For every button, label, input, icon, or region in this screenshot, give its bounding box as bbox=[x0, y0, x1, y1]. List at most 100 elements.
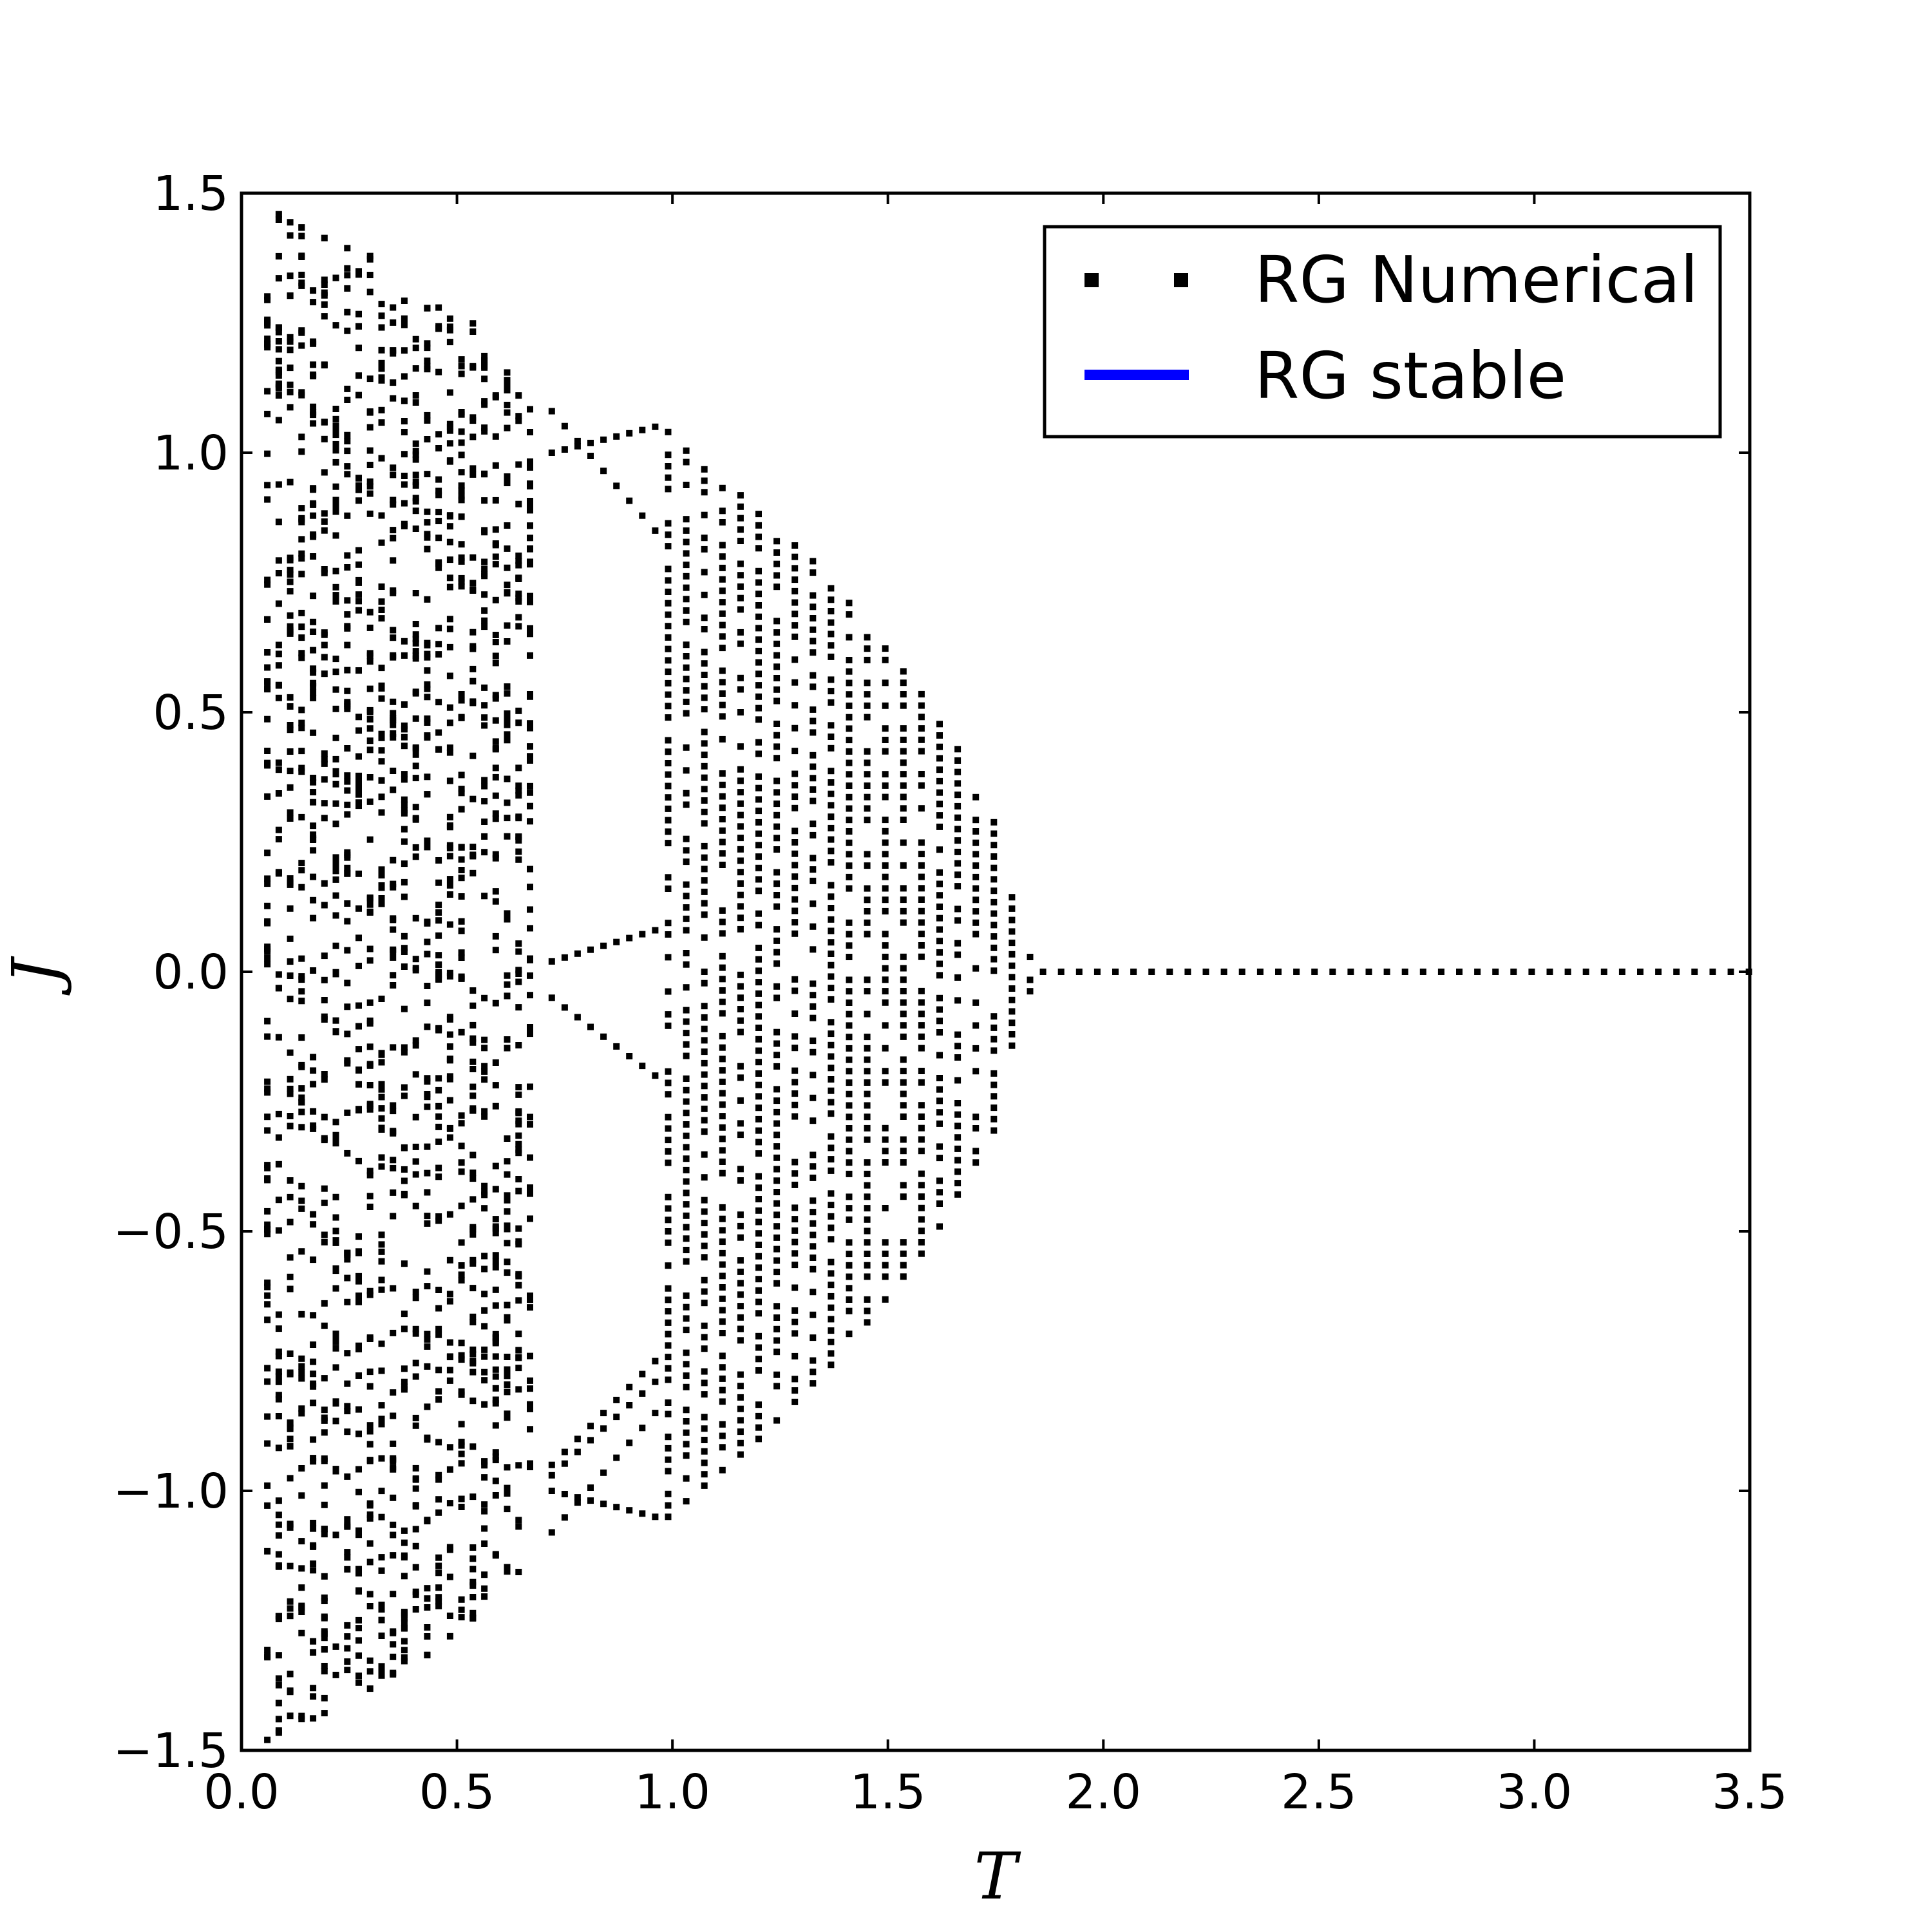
rg-numerical-point bbox=[412, 775, 419, 782]
rg-numerical-point bbox=[527, 757, 533, 764]
rg-numerical-point bbox=[828, 1099, 835, 1106]
rg-numerical-point bbox=[791, 1262, 799, 1269]
rg-numerical-point bbox=[515, 614, 522, 621]
rg-numerical-point bbox=[846, 1090, 853, 1097]
rg-numerical-point bbox=[972, 919, 980, 926]
rg-numerical-point bbox=[773, 1166, 781, 1173]
rg-numerical-point bbox=[918, 1068, 925, 1074]
rg-numerical-point bbox=[446, 1353, 453, 1360]
rg-numerical-point bbox=[719, 907, 726, 914]
rg-numerical-point bbox=[366, 490, 374, 497]
rg-numerical-point bbox=[321, 469, 328, 476]
rg-numerical-point bbox=[287, 1520, 294, 1528]
rg-numerical-point bbox=[401, 1383, 408, 1390]
rg-numerical-point bbox=[469, 1285, 477, 1292]
rg-numerical-point bbox=[773, 1200, 781, 1207]
rg-numerical-point bbox=[446, 1125, 453, 1132]
rg-numerical-point bbox=[458, 541, 465, 548]
rg-numerical-point bbox=[469, 1196, 477, 1203]
rg-numerical-point bbox=[321, 234, 328, 242]
rg-numerical-point bbox=[954, 1043, 961, 1050]
rg-numerical-point bbox=[390, 1189, 397, 1196]
rg-numerical-point bbox=[275, 1511, 282, 1519]
rg-numerical-point bbox=[810, 786, 817, 793]
rg-numerical-point bbox=[683, 1155, 690, 1162]
rg-numerical-point bbox=[264, 296, 271, 303]
rg-numerical-point bbox=[515, 1523, 522, 1530]
rg-numerical-point bbox=[446, 921, 453, 928]
rg-numerical-point bbox=[665, 1113, 672, 1121]
rg-numerical-point bbox=[665, 1079, 672, 1086]
rg-numerical-point bbox=[1329, 969, 1336, 975]
rg-numerical-point bbox=[864, 1090, 871, 1097]
rg-numerical-point bbox=[864, 976, 871, 983]
rg-numerical-point bbox=[481, 1346, 488, 1353]
rg-numerical-point bbox=[298, 1124, 305, 1131]
rg-numerical-point bbox=[310, 1211, 317, 1218]
rg-numerical-point bbox=[287, 404, 294, 411]
rg-numerical-point bbox=[773, 1280, 781, 1287]
rg-numerical-point bbox=[701, 1242, 708, 1249]
rg-numerical-point bbox=[458, 558, 465, 565]
rg-numerical-point bbox=[469, 363, 477, 370]
rg-numerical-point bbox=[390, 1653, 397, 1660]
rg-numerical-point bbox=[481, 1113, 488, 1120]
rg-numerical-point bbox=[882, 1068, 889, 1075]
rg-numerical-point bbox=[918, 987, 925, 994]
rg-numerical-point bbox=[275, 836, 282, 843]
rg-numerical-point bbox=[683, 1110, 690, 1117]
rg-numerical-point bbox=[515, 1386, 522, 1393]
rg-numerical-point bbox=[310, 1081, 317, 1088]
rg-numerical-point bbox=[1009, 1031, 1016, 1037]
rg-numerical-point bbox=[561, 422, 568, 430]
rg-numerical-point bbox=[412, 1202, 419, 1209]
rg-numerical-point bbox=[344, 1403, 351, 1410]
rg-numerical-point bbox=[755, 1081, 762, 1088]
rg-numerical-point bbox=[737, 903, 744, 910]
rg-numerical-point bbox=[298, 1108, 305, 1115]
rg-numerical-point bbox=[458, 1168, 465, 1175]
rg-numerical-point bbox=[366, 1685, 374, 1692]
rg-numerical-point bbox=[515, 562, 522, 569]
rg-numerical-point bbox=[332, 854, 339, 861]
rg-numerical-point bbox=[366, 1291, 374, 1298]
rg-numerical-point bbox=[401, 1177, 408, 1184]
rg-numerical-point bbox=[683, 710, 690, 717]
rg-numerical-point bbox=[1600, 969, 1607, 975]
rg-numerical-point bbox=[401, 949, 408, 955]
rg-numerical-point bbox=[665, 954, 672, 961]
rg-numerical-point bbox=[287, 1524, 294, 1531]
rg-numerical-point bbox=[665, 611, 672, 618]
rg-numerical-point bbox=[264, 649, 271, 656]
rg-numerical-point bbox=[390, 464, 397, 471]
rg-numerical-point bbox=[990, 1104, 998, 1112]
rg-numerical-point bbox=[810, 992, 817, 999]
rg-numerical-point bbox=[469, 698, 477, 705]
rg-numerical-point bbox=[378, 1633, 385, 1639]
rg-numerical-point bbox=[310, 533, 317, 540]
rg-numerical-point bbox=[504, 589, 511, 596]
rg-numerical-point bbox=[828, 905, 835, 911]
rg-numerical-point bbox=[310, 340, 317, 347]
rg-numerical-point bbox=[298, 955, 305, 962]
rg-numerical-point bbox=[936, 926, 943, 933]
rg-numerical-point bbox=[882, 1296, 889, 1303]
rg-numerical-point bbox=[412, 652, 419, 659]
rg-numerical-point bbox=[446, 1500, 453, 1507]
rg-numerical-point bbox=[665, 1468, 672, 1475]
rg-numerical-point bbox=[701, 854, 708, 861]
rg-numerical-point bbox=[469, 1609, 477, 1616]
rg-numerical-point bbox=[287, 219, 294, 226]
rg-numerical-point bbox=[310, 1649, 317, 1656]
rg-numerical-point bbox=[287, 1424, 294, 1431]
rg-numerical-point bbox=[310, 1256, 317, 1264]
rg-numerical-point bbox=[424, 1170, 431, 1177]
rg-numerical-point bbox=[504, 775, 511, 782]
rg-numerical-point bbox=[683, 1349, 690, 1356]
rg-numerical-point bbox=[918, 873, 925, 880]
rg-numerical-point bbox=[332, 1468, 339, 1475]
rg-numerical-point bbox=[264, 955, 271, 961]
rg-numerical-point bbox=[481, 471, 488, 478]
rg-numerical-point bbox=[515, 815, 522, 822]
rg-numerical-point bbox=[264, 344, 271, 351]
